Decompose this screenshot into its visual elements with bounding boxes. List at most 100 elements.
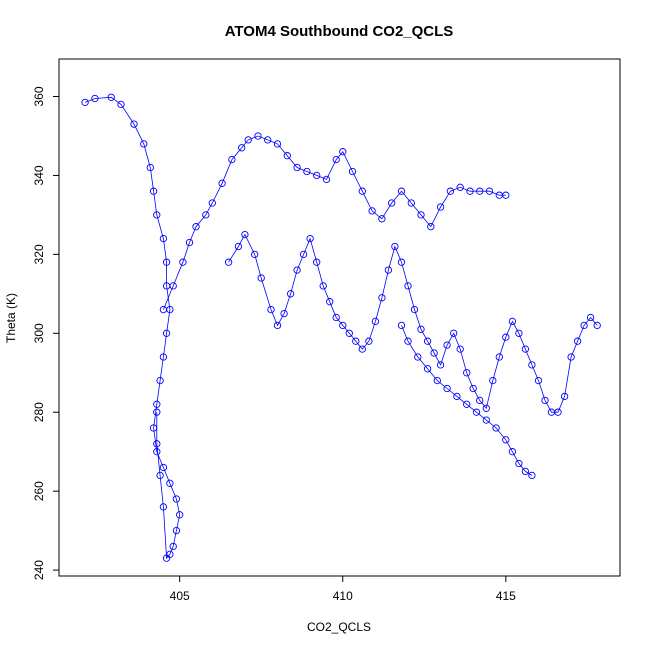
data-point [485,187,494,195]
data-point [169,282,177,290]
data-point [202,211,210,219]
data-point [299,250,308,259]
data-point [388,199,396,207]
x-tick-label-405: 405 [170,589,190,603]
data-point [159,305,168,314]
data-point [443,341,451,349]
data-point [130,120,138,128]
data-point [433,376,441,385]
data-point [172,526,181,535]
data-point [208,199,216,207]
data-point [162,554,171,562]
data-point [257,274,265,282]
y-tick-label-340: 340 [32,165,46,185]
plot-frame [58,58,621,577]
data-point [358,187,366,195]
data-point [502,333,510,341]
data-point [417,325,425,333]
data-point [446,187,455,195]
data-point [303,167,311,176]
data-point [166,479,174,487]
chart-title: ATOM4 Southbound CO2_QCLS [225,23,454,40]
data-point [528,471,536,480]
data-point [414,353,422,361]
y-tick-label-320: 320 [32,244,46,264]
data-point [593,321,601,330]
data-point [169,542,177,551]
data-point [81,98,89,107]
data-point [91,94,99,103]
data-point [153,408,161,416]
data-point [469,384,477,393]
data-point [482,416,490,424]
data-point [423,337,432,345]
data-point [264,136,272,144]
data-point [427,223,435,231]
data-point [322,175,331,184]
x-axis: 405 410 415 [170,576,516,603]
plot-area [81,93,601,562]
data-point [228,155,236,164]
data-point [107,93,115,101]
data-point [153,211,161,219]
y-tick-label-280: 280 [32,402,46,422]
data-point [476,187,484,195]
data-point [580,321,588,330]
data-point [489,376,497,385]
data-point [162,258,171,266]
data-point [466,187,474,195]
data-point [293,163,301,172]
data-point [378,294,386,302]
data-point [397,321,406,330]
data-point [159,353,168,361]
x-tick-label-410: 410 [333,589,353,603]
data-point [156,376,164,385]
data-point [153,448,161,456]
y-tick-label-240: 240 [32,560,46,580]
data-point [179,258,187,266]
data-point [515,459,523,468]
data-point [283,152,291,160]
data-point [397,187,406,195]
data-point [352,337,360,345]
data-point [586,313,595,322]
series-3-line [228,233,598,413]
data-point [339,321,347,330]
data-point [358,345,366,353]
data-point [410,305,419,314]
data-point [153,400,161,408]
data-point [159,234,168,243]
data-point [436,361,445,369]
data-point [345,329,353,337]
data-point [273,321,282,330]
data-point [254,132,262,140]
data-point [293,266,301,274]
data-point [492,424,500,432]
data-point [241,230,249,239]
data-point [407,199,415,207]
data-point [192,223,200,231]
data-point [391,242,399,251]
series-4 [397,321,536,480]
data-point [573,337,582,345]
data-point [176,511,184,519]
data-point [534,376,543,385]
data-point [332,313,340,322]
data-point [159,503,168,511]
data-point [436,203,445,211]
data-point [417,211,425,219]
data-point [224,258,233,266]
data-point [348,167,357,176]
data-point [153,440,161,448]
data-point [528,361,536,369]
data-point [567,353,575,361]
data-point [146,163,154,172]
series-1 [81,93,184,562]
data-point [430,349,438,357]
data-point [149,187,158,195]
data-point [267,305,275,314]
data-point [313,258,321,266]
y-tick-label-260: 260 [32,481,46,501]
y-axis-label: Theta (K) [4,293,18,343]
